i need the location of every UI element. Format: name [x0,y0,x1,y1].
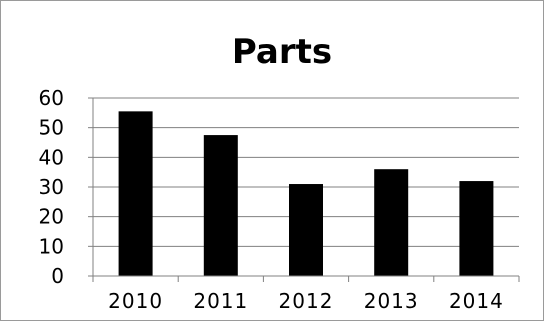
y-tick-label: 50 [39,116,64,140]
x-tick-label: 2010 [108,289,163,313]
chart-title: Parts [232,32,332,72]
y-tick-label: 20 [39,205,64,229]
bar-2013 [374,169,409,276]
x-tick-label: 2014 [449,289,504,313]
bars [118,111,494,276]
y-axis: 0 10 20 30 40 50 60 [39,86,94,288]
y-tick-label: 40 [39,145,64,169]
bar-2012 [289,184,323,276]
bar-2011 [203,135,238,276]
x-tick-label: 2012 [279,289,334,313]
bar-2014 [459,181,494,276]
x-tick-label: 2011 [193,289,248,313]
x-axis: 2010 2011 2012 2013 2014 [92,275,520,313]
y-tick-label: 10 [39,234,64,258]
x-tick-label: 2013 [364,289,419,313]
y-tick-label: 0 [51,264,64,288]
bar-2010 [118,111,153,276]
y-tick-label: 60 [39,86,64,110]
y-tick-label: 30 [39,175,64,199]
